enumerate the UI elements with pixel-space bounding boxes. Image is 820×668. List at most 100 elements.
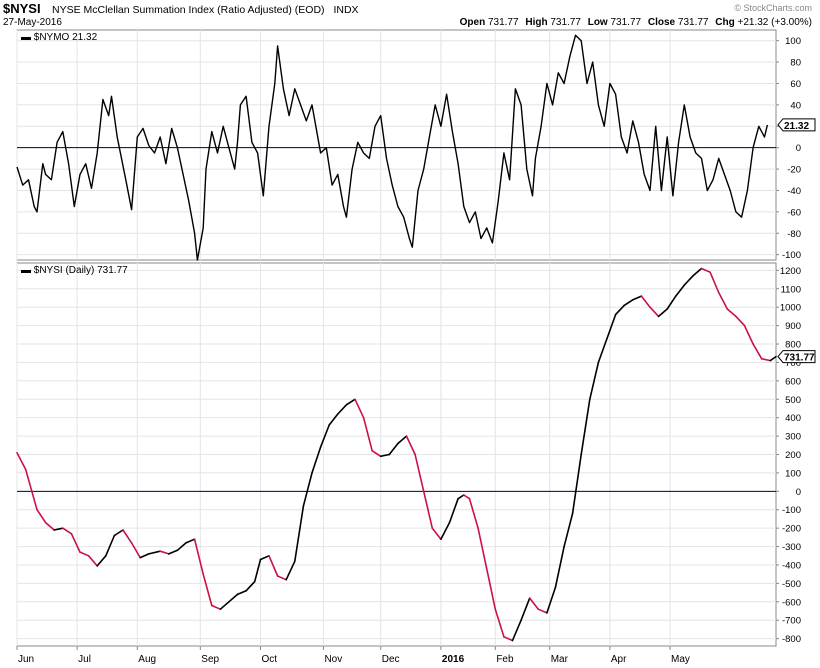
nymo-ytick-label: 100 <box>785 36 801 47</box>
nysi-ytick-label: 600 <box>785 376 801 387</box>
nysi-series-segment <box>657 308 669 318</box>
nysi-series-segment <box>148 550 161 555</box>
nysi-series-segment <box>614 304 626 316</box>
nysi-series-segment <box>537 608 548 614</box>
nysi-series-segment <box>503 635 514 642</box>
nysi-ytick-label: -300 <box>782 542 801 553</box>
nysi-series-segment <box>36 508 47 524</box>
nysi-series-segment <box>468 497 479 530</box>
nysi-series-segment <box>414 453 425 493</box>
nysi-last-value-tag <box>777 350 816 364</box>
nysi-ytick-label: 300 <box>785 432 801 443</box>
nymo-ytick-label: -60 <box>787 207 801 218</box>
nysi-series-segment <box>61 527 73 535</box>
nymo-plot-frame <box>16 29 777 261</box>
nysi-series-segment <box>362 416 374 452</box>
nysi-series-segment <box>477 527 488 570</box>
nysi-series-segment <box>405 435 416 456</box>
nysi-series-segment <box>709 271 720 294</box>
nysi-series-segment <box>24 468 38 511</box>
nysi-ytick-label: -700 <box>782 616 801 627</box>
x-tick-label: Dec <box>382 654 400 665</box>
x-tick-label: Sep <box>201 654 219 665</box>
nysi-series-segment <box>752 343 763 360</box>
nysi-series-segment <box>674 284 686 297</box>
watermark-text: © StockCharts.com <box>734 3 812 13</box>
x-tick-label: Oct <box>261 654 277 665</box>
nysi-ytick-label: -100 <box>782 505 801 516</box>
nysi-series-segment <box>683 275 694 286</box>
quote-date: 27-May-2016 <box>3 17 62 28</box>
nysi-series-segment <box>113 529 124 537</box>
nysi-ytick-label: 0 <box>796 487 801 498</box>
nysi-series-segment <box>597 337 608 364</box>
watermark: © StockCharts.com <box>734 3 812 13</box>
low-label: Low <box>588 17 608 28</box>
nysi-series-segment <box>511 619 522 642</box>
index-name: NYSE McClellan Summation Index (Ratio Ad… <box>52 4 359 16</box>
nysi-panel: 1200110010009008007006005004003002001000… <box>16 262 816 647</box>
nysi-series-segment <box>494 608 505 638</box>
nysi-series-segment <box>354 398 365 419</box>
nysi-series-segment <box>193 538 204 576</box>
nysi-series-segment <box>528 597 540 611</box>
nysi-series-segment <box>105 534 116 557</box>
nysi-ytick-label: 100 <box>785 468 801 479</box>
nysi-series-segment <box>760 357 772 362</box>
exchange-label: INDX <box>333 4 358 16</box>
nysi-ytick-label: -400 <box>782 560 801 571</box>
nysi-ytick-label: -600 <box>782 597 801 608</box>
nysi-ytick-label: 400 <box>785 413 801 424</box>
nysi-series-segment <box>571 453 583 515</box>
nysi-series-segment <box>692 267 703 277</box>
nymo-ytick-label: 80 <box>790 58 801 69</box>
nysi-series-segment <box>388 442 399 456</box>
x-tick-label: Jul <box>78 654 91 665</box>
nymo-ytick-label: -20 <box>787 165 801 176</box>
nysi-series-segment <box>485 567 497 611</box>
open-value: 731.77 <box>488 17 519 28</box>
nysi-series-segment <box>462 494 471 500</box>
index-name-text: NYSE McClellan Summation Index (Ratio Ad… <box>52 4 325 16</box>
nymo-ytick-label: 0 <box>796 143 801 154</box>
nysi-series-segment <box>431 527 442 541</box>
nysi-series-segment <box>53 527 64 531</box>
nysi-series-segment <box>328 413 339 426</box>
nysi-series-segment <box>546 586 557 614</box>
nymo-last-value: 21.32 <box>784 121 809 132</box>
x-tick-label: Apr <box>611 654 627 665</box>
nysi-ytick-label: 1100 <box>781 284 801 295</box>
nysi-series-segment <box>336 403 348 415</box>
nysi-series-segment <box>159 550 170 555</box>
nysi-ytick-label: 1200 <box>780 266 801 277</box>
symbol-title: $NYSI <box>3 1 41 16</box>
nysi-legend: ▬ $NYSI (Daily) 731.77 <box>21 265 128 276</box>
nysi-series-segment <box>253 558 262 583</box>
nysi-series-segment <box>345 398 356 406</box>
nysi-series-segment <box>769 355 777 362</box>
x-tick-label: Nov <box>324 654 342 665</box>
x-tick-label: 2016 <box>442 654 465 665</box>
nysi-series-segment <box>588 361 600 401</box>
nysi-series-segment <box>311 446 322 474</box>
nysi-series-segment <box>70 532 81 553</box>
nymo-legend: ▬ $NYMO 21.32 <box>21 32 98 43</box>
x-tick-label: Aug <box>138 654 156 665</box>
nysi-series-segment <box>168 549 179 555</box>
chg-label: Chg <box>715 17 734 28</box>
nysi-series-segment <box>726 308 737 318</box>
nysi-series-segment <box>139 553 150 559</box>
high-label: High <box>525 17 547 28</box>
high-value: 731.77 <box>550 17 581 28</box>
nysi-series-segment <box>397 435 408 445</box>
nysi-series-segment <box>422 490 434 530</box>
nysi-series-segment <box>245 580 256 592</box>
chg-value: +21.32 (+3.00%) <box>738 17 813 28</box>
nysi-series-segment <box>666 295 677 310</box>
nymo-ytick-label: -100 <box>782 250 801 261</box>
nysi-ytick-label: -200 <box>782 524 801 535</box>
nysi-series-segment <box>302 472 313 507</box>
nysi-ytick-label: 200 <box>785 450 801 461</box>
nysi-series-segment <box>16 451 27 471</box>
